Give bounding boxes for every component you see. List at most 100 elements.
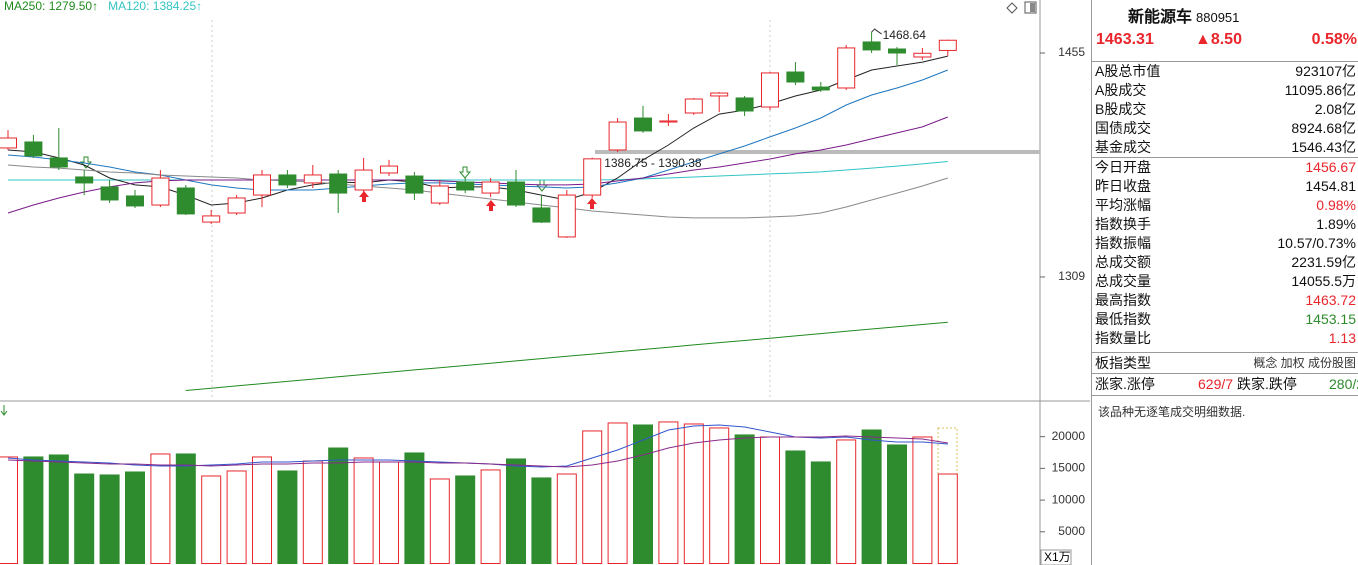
candle-body: [380, 165, 398, 174]
row-value: 1546.43亿: [1291, 139, 1356, 155]
row-value: 1453.15: [1305, 311, 1356, 327]
row-value: 14055.5万: [1291, 273, 1356, 289]
limits-row: 涨家.涨停 629/7 跌家.跌停 280/2: [1092, 373, 1358, 396]
y-tick-label: 15000: [1052, 461, 1086, 475]
volume-bar: [302, 460, 323, 565]
volume-bar: [785, 450, 806, 564]
row-value: 8924.68亿: [1291, 120, 1356, 136]
volume-bar: [404, 452, 425, 564]
candle-body: [278, 174, 297, 186]
volume-bar: [887, 444, 907, 565]
volume-bar: [556, 473, 577, 564]
y-tick-label: 1455: [1058, 45, 1085, 59]
candle-body: [75, 176, 94, 184]
stat-rows: A股总市值 923107亿 A股成交 11095.86亿 B股成交 2.08亿 国债成交 89…: [1092, 61, 1358, 348]
volume-bar: [633, 424, 653, 564]
row-label: A股成交: [1095, 82, 1147, 98]
row-value: 1454.81: [1305, 178, 1356, 194]
max-pointer: [871, 28, 882, 35]
arrow-head: [0, 410, 8, 416]
volume-bar: [455, 475, 476, 564]
row-value: 1463.72: [1305, 292, 1356, 308]
candle-body: [557, 194, 576, 238]
icon-diamond[interactable]: [1006, 2, 1018, 14]
last-price: 1463.31: [1096, 31, 1154, 48]
candle-body: [151, 177, 170, 206]
price-change-pct: 0.58%: [1311, 31, 1357, 48]
board-links[interactable]: 概念 加权 成份股图: [1253, 356, 1356, 370]
quote-panel: 新能源车 880951 1463.31 ▲8.50 0.58% A股总市值 9231…: [1091, 0, 1358, 565]
volume-bar: [836, 439, 857, 564]
candle-body: [634, 117, 652, 132]
candle-body: [126, 195, 144, 207]
candle-body: [684, 98, 703, 114]
volume-bar: [226, 470, 247, 564]
candle-body: [811, 86, 830, 91]
row-label: 最低指数: [1095, 311, 1151, 327]
index-name: 新能源车: [1128, 9, 1193, 26]
tick-note: 该品种无逐笔成交明细数据.: [1098, 405, 1246, 419]
icon-box[interactable]: [1024, 1, 1037, 14]
stat-row: 基金成交 1546.43亿: [1092, 138, 1358, 158]
candle-body: [761, 72, 779, 108]
candle-body: [786, 71, 805, 83]
row-label: 基金成交: [1095, 139, 1151, 155]
volume-bar: [175, 453, 196, 564]
row-label: 国债成交: [1095, 120, 1151, 136]
volume-bar: [734, 434, 755, 564]
volume-unit: X1万: [1044, 550, 1071, 564]
candle-body: [938, 39, 957, 51]
row-value: 280/2: [1329, 376, 1358, 392]
volume-bar: [150, 453, 171, 564]
candle-body: [0, 137, 17, 149]
row-value: 0.98%: [1316, 197, 1356, 213]
y-tick-label: 20000: [1052, 429, 1086, 443]
stat-row: A股总市值 923107亿: [1092, 62, 1358, 81]
candle-body: [481, 181, 500, 194]
stat-row: 总成交额 2231.59亿: [1092, 253, 1358, 272]
cursor-box: [937, 427, 958, 475]
y-tick-label: 5000: [1058, 524, 1085, 538]
volume-bar: [709, 427, 730, 564]
row-label: 指数量比: [1095, 330, 1151, 346]
volume-bar: [99, 474, 120, 564]
row-label: 指数换手: [1095, 216, 1151, 232]
sell-arrow: [535, 179, 549, 192]
volume-arrow: [0, 405, 8, 416]
candle-body: [24, 141, 43, 157]
legend-entry: MA250: 1279.50↑: [4, 0, 98, 13]
chart: 1455 1309 1468.64 1386.75 - 1390.38 MA250: 1…: [0, 0, 1090, 565]
candle-body: [456, 181, 475, 191]
row-label: 今日开盘: [1095, 159, 1151, 175]
row-label: 跌家.跌停: [1237, 376, 1297, 392]
price-change: ▲8.50: [1195, 31, 1242, 48]
row-label: 涨家.涨停: [1095, 376, 1155, 392]
volume-bar: [912, 436, 933, 564]
gap-label: 1386.75 - 1390.38: [604, 156, 702, 170]
candle-body: [253, 174, 271, 196]
candle-body: [100, 186, 119, 201]
board-row: 板指类型 概念 加权 成份股图: [1092, 352, 1358, 374]
candle-body: [430, 185, 449, 204]
max-label: 1468.64: [883, 28, 927, 42]
candle-body: [710, 92, 729, 97]
volume-bar: [480, 469, 501, 565]
ma-line: [8, 161, 948, 181]
stat-row: B股成交 2.08亿: [1092, 100, 1358, 119]
volume-bar: [531, 477, 552, 564]
stat-row: 最高指数 1463.72: [1092, 291, 1358, 310]
candle-body: [862, 41, 881, 51]
row-label: A股总市值: [1095, 63, 1161, 79]
row-value: 11095.86亿: [1284, 82, 1356, 98]
row-value: 923107亿: [1295, 63, 1356, 79]
buy-arrow: [587, 198, 597, 209]
index-code: 880951: [1196, 10, 1240, 25]
candle-body: [329, 173, 348, 194]
volume-bar: [607, 422, 628, 564]
ma-line: [7, 435, 948, 468]
candle-body: [659, 120, 678, 123]
panel-header: 新能源车 880951: [1128, 3, 1239, 27]
candle-body: [405, 175, 424, 194]
volume-bar: [683, 423, 704, 564]
